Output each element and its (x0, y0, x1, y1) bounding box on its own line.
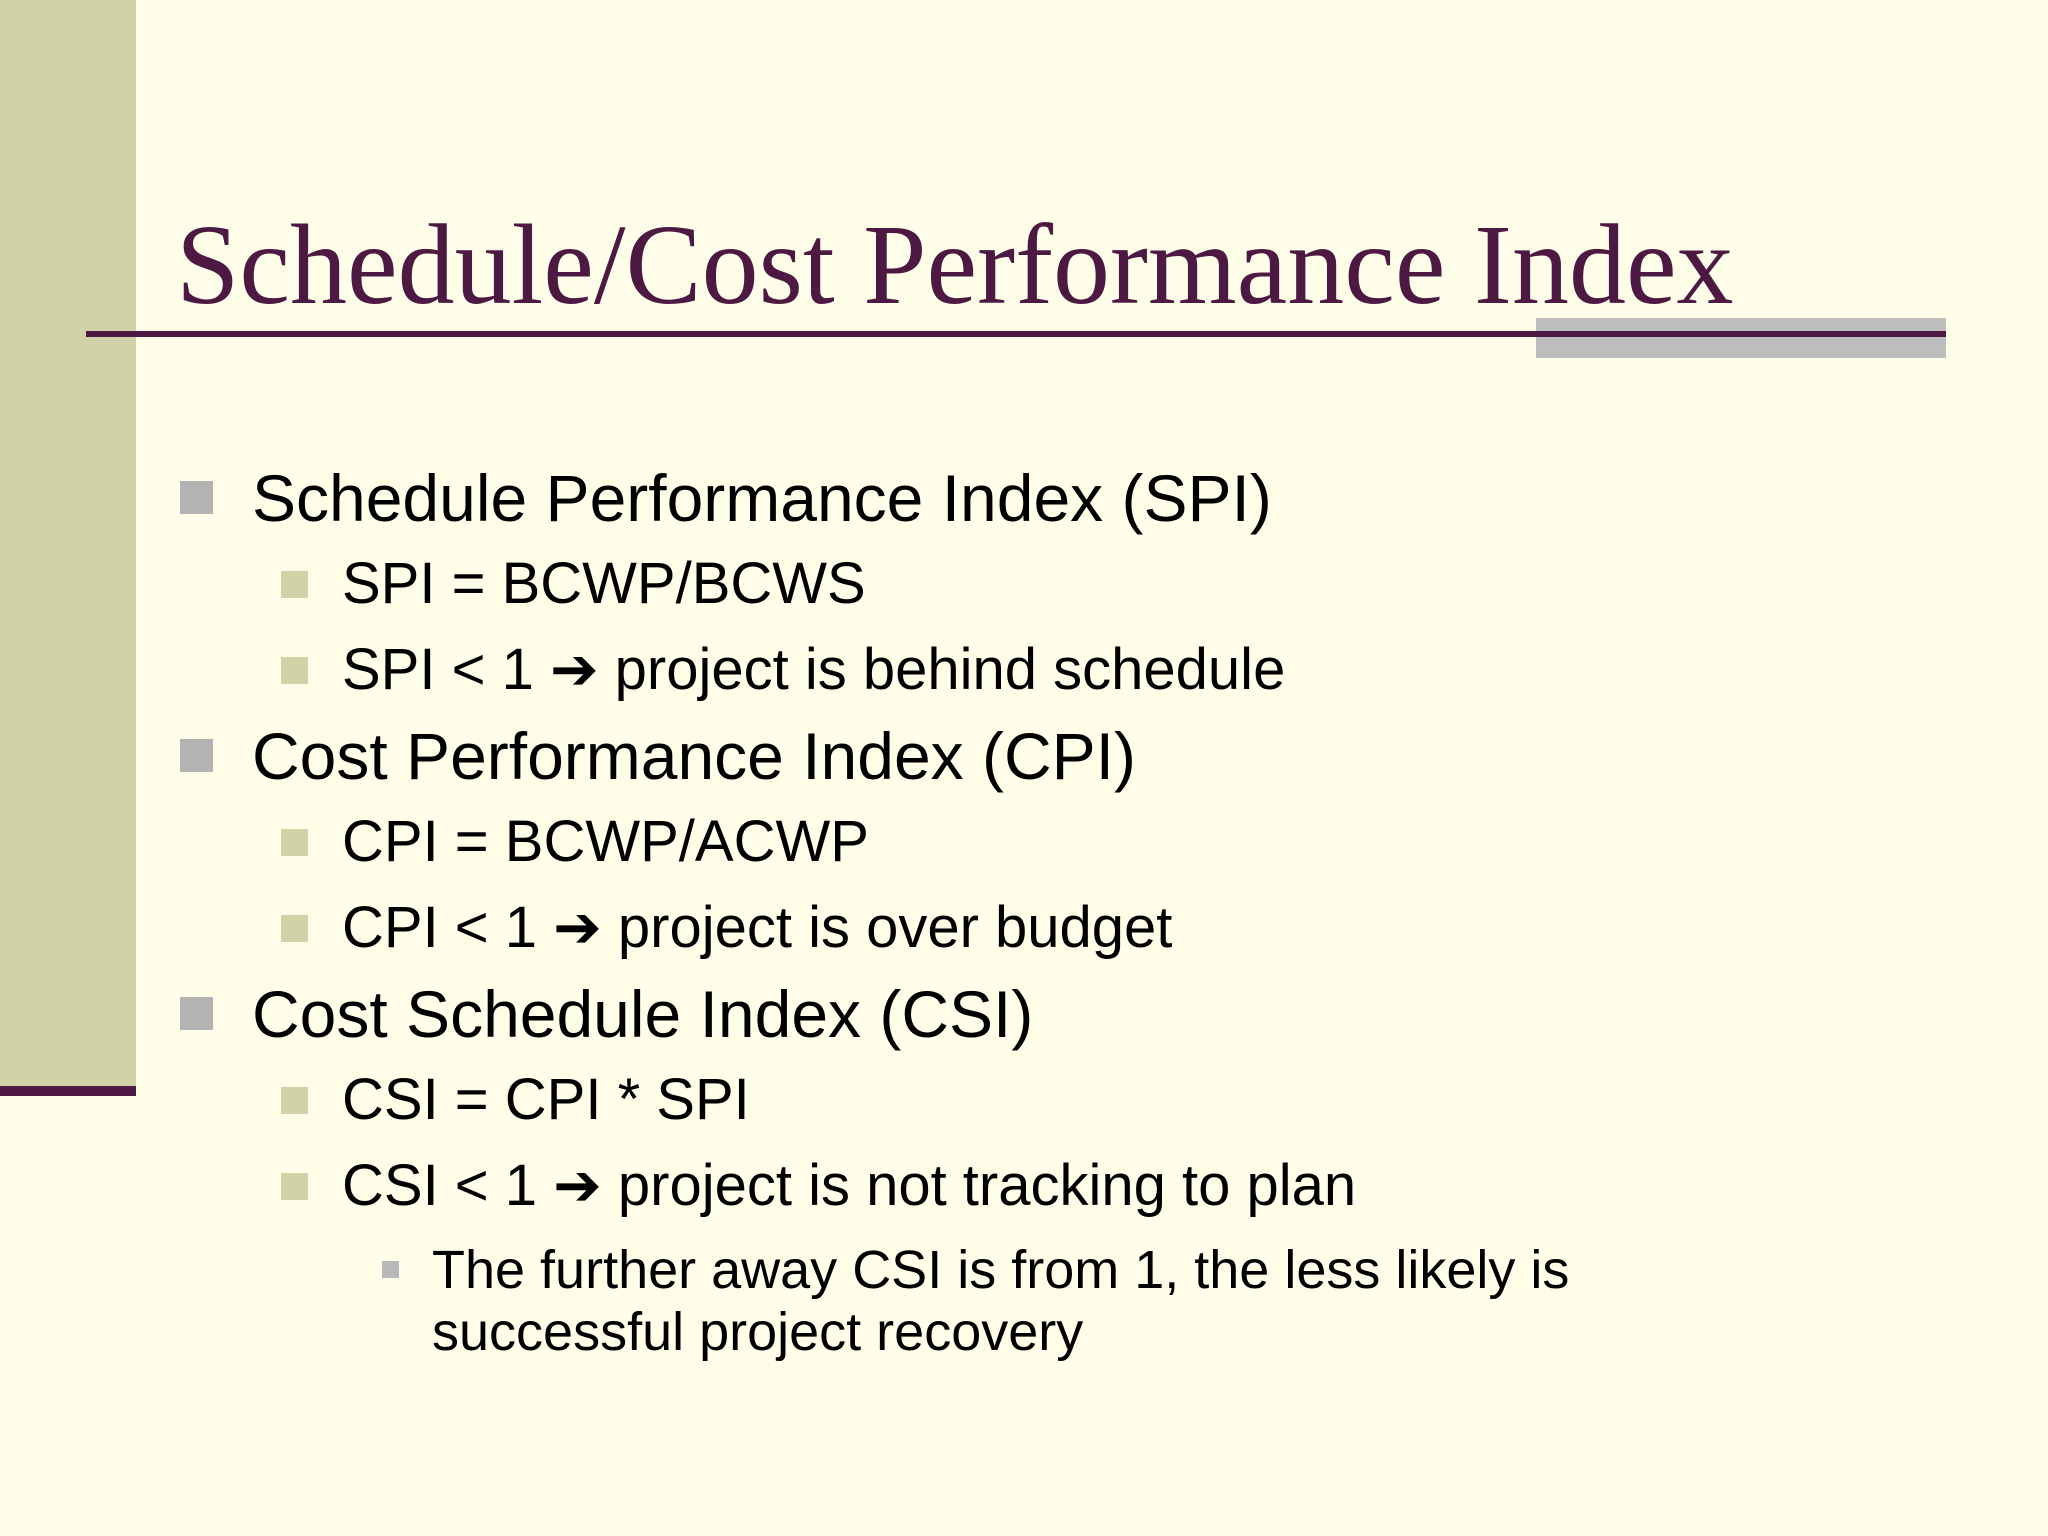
square-bullet-icon (281, 571, 308, 598)
square-bullet-icon (180, 739, 213, 772)
bullet-text: CPI < 1 ➔ project is over budget (342, 895, 1173, 960)
bullet-spi-formula: SPI = BCWP/BCWS (0, 541, 2048, 627)
bullet-text: CSI < 1 ➔ project is not tracking to pla… (342, 1153, 1357, 1218)
bullet-csi-heading: Cost Schedule Index (CSI) (0, 971, 2048, 1057)
square-bullet-icon (180, 481, 213, 514)
title-underline (86, 331, 1946, 337)
square-bullet-icon (281, 657, 308, 684)
bullet-text-line-2: successful project recovery (432, 1302, 1084, 1362)
bullet-text-line-1: The further away CSI is from 1, the less… (432, 1240, 1570, 1300)
square-bullet-icon (281, 829, 308, 856)
slide-title: Schedule/Cost Performance Index (176, 201, 1734, 328)
left-decorative-bar (0, 0, 136, 1088)
bullet-csi-meaning: CSI < 1 ➔ project is not tracking to pla… (0, 1143, 2048, 1229)
bullet-cpi-formula: CPI = BCWP/ACWP (0, 799, 2048, 885)
bullet-spi-heading: Schedule Performance Index (SPI) (0, 455, 2048, 541)
left-accent-line (0, 1086, 136, 1096)
bullet-text: SPI < 1 ➔ project is behind schedule (342, 637, 1286, 702)
square-bullet-icon (281, 1173, 308, 1200)
bullet-text: SPI = BCWP/BCWS (342, 551, 866, 616)
bullet-text: Cost Performance Index (CPI) (252, 719, 1136, 793)
bullet-csi-formula: CSI = CPI * SPI (0, 1057, 2048, 1143)
square-bullet-icon (281, 1087, 308, 1114)
bullet-text: Schedule Performance Index (SPI) (252, 461, 1272, 535)
square-bullet-icon (281, 915, 308, 942)
bullet-spi-meaning: SPI < 1 ➔ project is behind schedule (0, 627, 2048, 713)
bullet-cpi-heading: Cost Performance Index (CPI) (0, 713, 2048, 799)
bullet-text: CSI = CPI * SPI (342, 1067, 750, 1132)
bullet-list: Schedule Performance Index (SPI) SPI = B… (0, 455, 2048, 1363)
bullet-csi-note: The further away CSI is from 1, the less… (0, 1229, 2048, 1363)
square-bullet-icon (382, 1261, 399, 1278)
title-underline-shadow (1536, 318, 1946, 358)
bullet-cpi-meaning: CPI < 1 ➔ project is over budget (0, 885, 2048, 971)
bullet-text: Cost Schedule Index (CSI) (252, 977, 1034, 1051)
square-bullet-icon (180, 997, 213, 1030)
bullet-text: CPI = BCWP/ACWP (342, 809, 869, 874)
